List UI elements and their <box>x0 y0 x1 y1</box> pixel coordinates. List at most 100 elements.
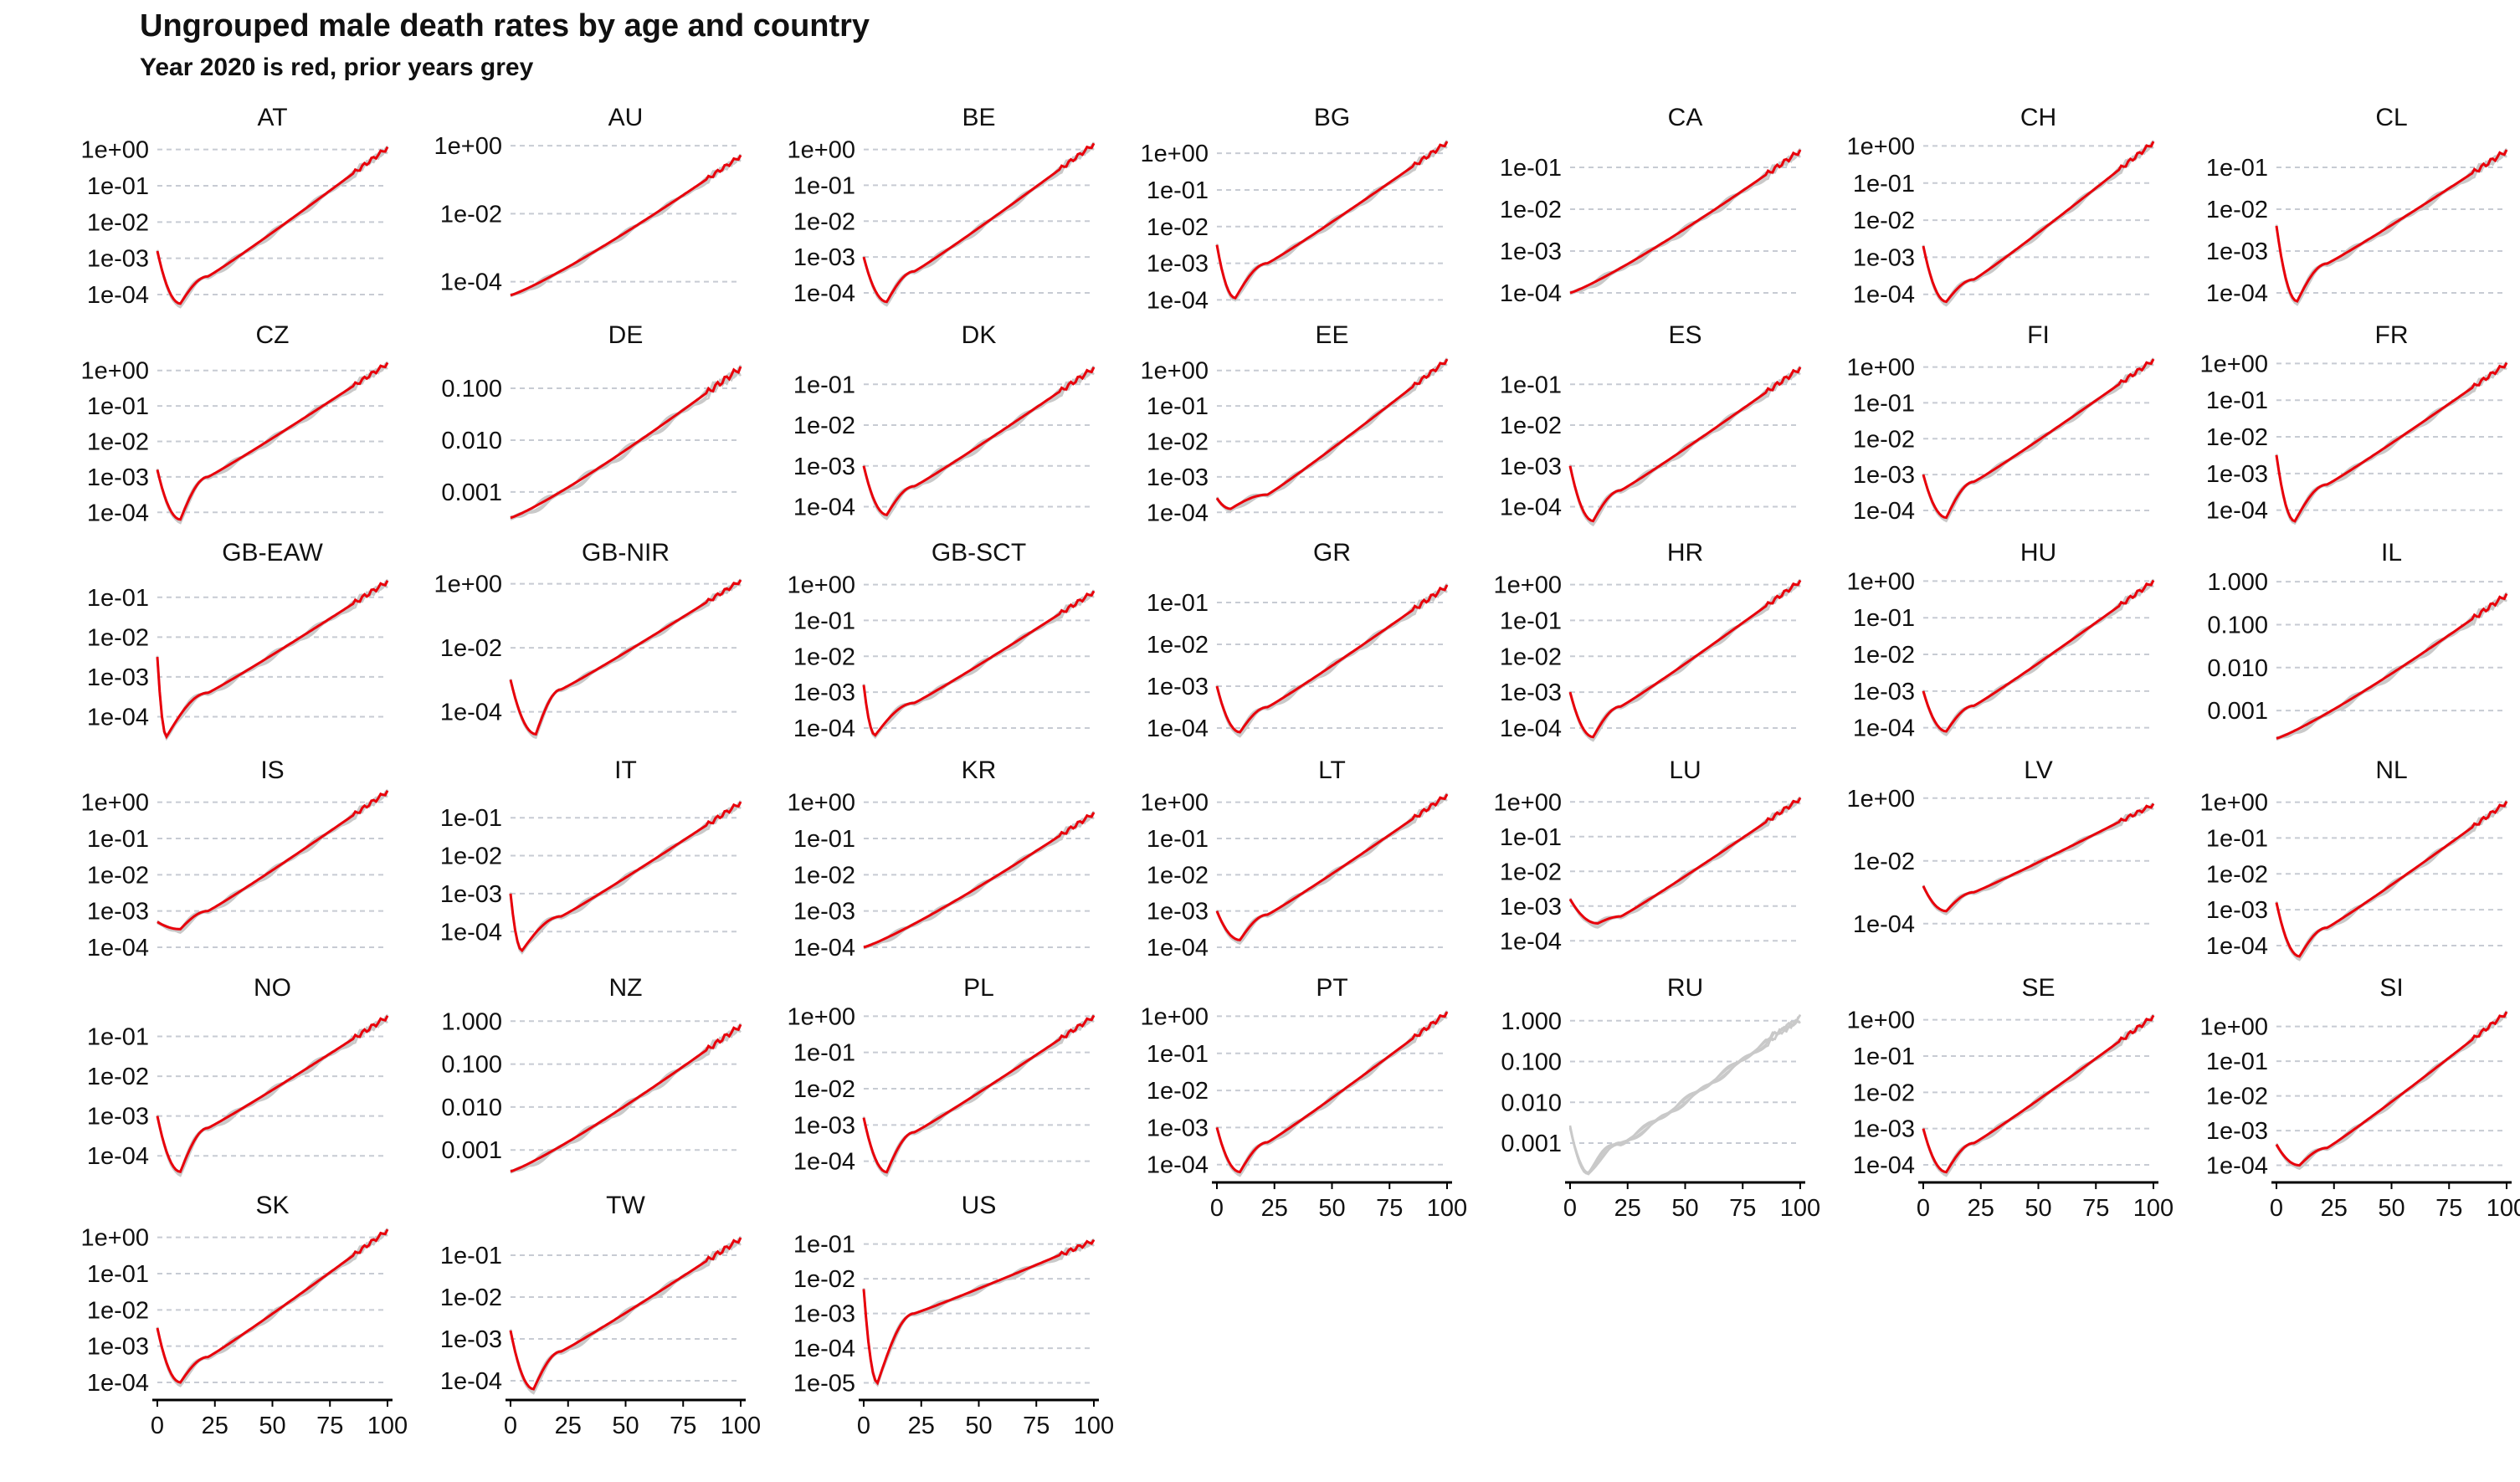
y-tick-label: 1e-04 <box>2206 498 2268 525</box>
y-tick-label: 1e-04 <box>1853 715 1915 742</box>
x-tick-label: 75 <box>2082 1195 2109 1222</box>
y-tick-label: 1e-03 <box>2206 461 2268 488</box>
prior-year-line <box>1922 140 2155 304</box>
x-tick-label: 75 <box>1023 1413 1050 1439</box>
y-tick-label: 1e+00 <box>788 572 855 599</box>
y-tick-label: 1e-03 <box>1147 464 1209 491</box>
prior-year-line <box>1215 357 1448 513</box>
panel-title: FI <box>2027 321 2050 349</box>
y-tick-label: 1.000 <box>441 1008 502 1035</box>
y-tick-label: 1e+00 <box>1847 568 1915 595</box>
year-2020-line <box>156 146 389 305</box>
panel-lt: LT 1e+00 1e-01 1e-02 1e-03 1e-04 <box>1141 756 1449 962</box>
x-tick-label: 0 <box>151 1413 164 1439</box>
panel-fi: FI 1e+00 1e-01 1e-02 1e-03 1e-04 <box>1847 321 2155 525</box>
y-tick-label: 1e-02 <box>2206 861 2268 888</box>
panel-title: IL <box>2381 539 2402 567</box>
panel-pl: PL 1e+00 1e-01 1e-02 1e-03 1e-04 <box>788 974 1096 1177</box>
y-tick-label: 1e-04 <box>1853 498 1915 525</box>
prior-year-line <box>2275 800 2507 958</box>
panel-title: FR <box>2375 321 2409 349</box>
panel-cl: CL 1e-01 1e-02 1e-03 1e-04 <box>2206 104 2508 307</box>
y-tick-label: 1e-04 <box>2206 933 2268 960</box>
y-tick-label: 1e-03 <box>1147 899 1209 926</box>
y-tick-label: 1e-02 <box>2206 424 2268 451</box>
y-tick-label: 1e-04 <box>87 935 149 962</box>
year-2020-line <box>1922 803 2155 913</box>
y-tick-label: 1e-01 <box>87 585 149 612</box>
y-tick-label: 1e-04 <box>793 495 855 521</box>
year-2020-line <box>509 579 742 736</box>
year-2020-line <box>2276 592 2508 740</box>
y-tick-label: 1e-02 <box>87 1064 149 1090</box>
year-2020-line <box>156 1015 389 1173</box>
panel-is: IS 1e+00 1e-01 1e-02 1e-03 1e-04 <box>81 756 389 962</box>
y-tick-label: 1e+00 <box>1847 1008 1915 1034</box>
panel-lu: LU 1e+00 1e-01 1e-02 1e-03 1e-04 <box>1494 756 1802 955</box>
prior-year-line <box>862 1018 1095 1177</box>
year-2020-line <box>509 801 742 953</box>
panel-es: ES 1e-01 1e-02 1e-03 1e-04 <box>1500 321 1802 527</box>
panel-title: EE <box>1315 321 1348 349</box>
panel-il: IL 1.000 0.100 0.010 0.001 <box>2207 539 2508 741</box>
x-tick-label: 25 <box>1614 1195 1641 1222</box>
y-tick-label: 1e-01 <box>87 1261 149 1288</box>
y-tick-label: 1e+00 <box>2200 351 2268 377</box>
panel-title: BE <box>962 104 995 131</box>
panel-title: NL <box>2375 756 2407 784</box>
y-tick-label: 0.001 <box>441 479 502 506</box>
y-tick-label: 1e-02 <box>1147 1078 1209 1105</box>
y-tick-label: 1e-03 <box>1147 1115 1209 1141</box>
year-2020-line <box>863 812 1096 949</box>
panel-title: NZ <box>609 974 643 1002</box>
prior-year-line <box>2275 799 2508 958</box>
year-2020-line <box>1569 149 1802 295</box>
y-tick-label: 1e-02 <box>1147 214 1209 241</box>
y-tick-label: 1e-04 <box>793 935 855 962</box>
panel-nz: NZ 1.000 0.100 0.010 0.001 <box>441 974 742 1174</box>
x-tick-label: 75 <box>1729 1195 1756 1222</box>
y-tick-label: 0.001 <box>441 1137 502 1164</box>
y-tick-label: 1e-02 <box>87 1297 149 1324</box>
panel-title: GB-EAW <box>222 539 323 567</box>
prior-year-line <box>510 1023 742 1172</box>
prior-year-line <box>863 811 1095 948</box>
panel-title: GB-SCT <box>932 539 1026 567</box>
y-tick-label: 1e-02 <box>793 1266 855 1293</box>
year-2020-line <box>1215 584 1449 734</box>
y-tick-label: 1e-03 <box>87 246 149 273</box>
panel-no: NO 1e-01 1e-02 1e-03 1e-04 <box>87 974 389 1177</box>
y-tick-label: 1e-04 <box>87 1143 149 1170</box>
y-tick-label: 1e-02 <box>440 635 502 662</box>
y-tick-label: 1e-04 <box>1500 928 1562 955</box>
prior-year-line <box>157 789 388 932</box>
y-tick-label: 1e-04 <box>1500 715 1562 742</box>
panel-dk: DK 1e-01 1e-02 1e-03 1e-04 <box>793 321 1096 521</box>
panel-cz: CZ 1e+00 1e-01 1e-02 1e-03 1e-04 <box>81 321 389 526</box>
x-tick-label: 50 <box>1671 1195 1698 1222</box>
y-tick-label: 1e+00 <box>434 572 502 598</box>
prior-year-line <box>156 145 389 305</box>
prior-year-line <box>862 365 1096 517</box>
y-tick-label: 1e-03 <box>2206 238 2268 265</box>
y-tick-label: 1e+00 <box>434 133 502 160</box>
y-tick-label: 1e-01 <box>87 173 149 200</box>
y-tick-label: 1e-03 <box>793 899 855 926</box>
y-tick-label: 1e-02 <box>793 644 855 670</box>
y-tick-label: 1e-01 <box>1147 1041 1209 1068</box>
y-tick-label: 1e-04 <box>793 715 855 742</box>
y-tick-label: 1e-03 <box>1853 679 1915 705</box>
prior-year-line <box>510 1028 742 1173</box>
prior-year-line <box>1215 1010 1449 1174</box>
x-tick-label: 25 <box>1261 1195 1288 1222</box>
panel-title: PT <box>1316 974 1347 1002</box>
y-tick-label: 1e-04 <box>793 280 855 307</box>
prior-year-line <box>1568 1019 1801 1176</box>
prior-year-line <box>1569 153 1801 295</box>
x-tick-label: 50 <box>259 1413 285 1439</box>
y-tick-label: 1e+00 <box>1141 790 1209 817</box>
y-tick-label: 1e+00 <box>1494 572 1562 599</box>
y-tick-label: 1e-02 <box>2206 197 2268 223</box>
y-tick-label: 1e-04 <box>1853 1152 1915 1179</box>
x-tick-label: 75 <box>316 1413 343 1439</box>
